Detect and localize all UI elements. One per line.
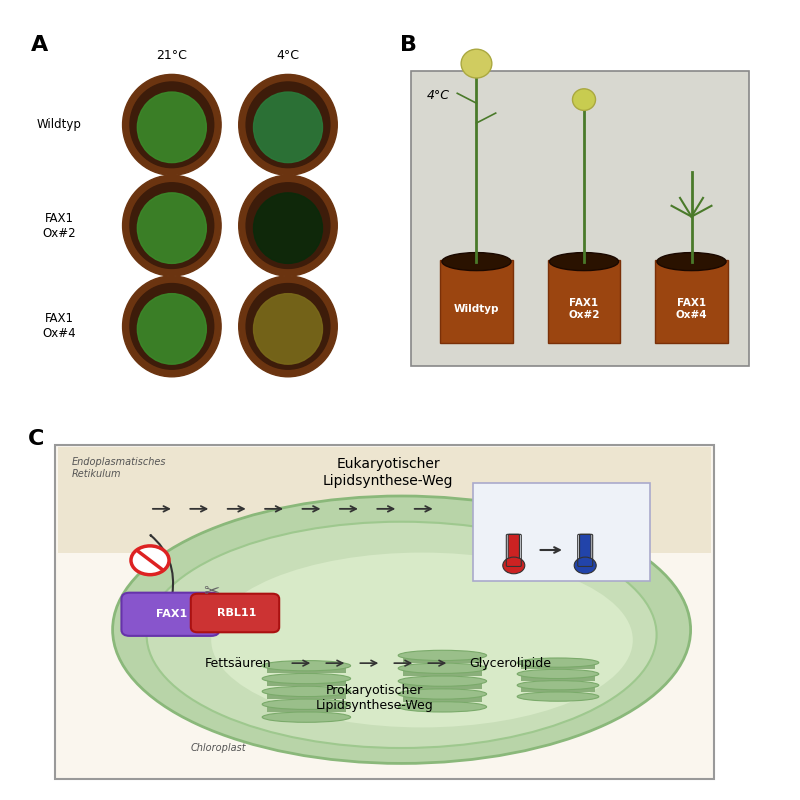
- Circle shape: [138, 193, 206, 263]
- Circle shape: [254, 92, 322, 162]
- FancyBboxPatch shape: [508, 534, 519, 566]
- FancyBboxPatch shape: [54, 445, 714, 779]
- Ellipse shape: [211, 553, 633, 727]
- Ellipse shape: [398, 650, 486, 661]
- Text: Wildtyp: Wildtyp: [454, 304, 499, 314]
- Text: Chloroplast: Chloroplast: [190, 743, 246, 753]
- Ellipse shape: [146, 522, 657, 748]
- FancyBboxPatch shape: [122, 593, 219, 636]
- Bar: [266, 666, 346, 674]
- Text: C: C: [28, 429, 44, 449]
- Text: FAX1
Ox#4: FAX1 Ox#4: [42, 312, 76, 341]
- FancyBboxPatch shape: [58, 447, 711, 553]
- Circle shape: [130, 182, 214, 269]
- Bar: [402, 655, 482, 663]
- Text: ✂: ✂: [203, 582, 219, 601]
- Bar: [402, 681, 482, 689]
- Text: FAX1
Ox#4: FAX1 Ox#4: [676, 298, 707, 320]
- FancyBboxPatch shape: [473, 483, 650, 581]
- Ellipse shape: [262, 661, 350, 671]
- Circle shape: [502, 557, 525, 574]
- Text: A: A: [31, 34, 48, 54]
- Text: B: B: [400, 34, 417, 54]
- Text: Glycerolipide: Glycerolipide: [478, 502, 570, 516]
- Circle shape: [122, 276, 221, 377]
- Ellipse shape: [398, 689, 486, 699]
- Ellipse shape: [398, 663, 486, 674]
- Circle shape: [238, 276, 338, 377]
- Circle shape: [130, 283, 214, 370]
- Ellipse shape: [517, 658, 598, 667]
- Bar: [522, 686, 594, 692]
- Ellipse shape: [398, 676, 486, 686]
- Ellipse shape: [113, 496, 690, 763]
- FancyBboxPatch shape: [411, 70, 749, 366]
- Circle shape: [138, 92, 206, 162]
- Text: Eukaryotischer
Lipidsynthese-Weg: Eukaryotischer Lipidsynthese-Weg: [322, 458, 454, 488]
- Circle shape: [138, 294, 206, 364]
- FancyBboxPatch shape: [411, 70, 749, 366]
- Text: FAX1
Ox#2: FAX1 Ox#2: [568, 298, 600, 320]
- Text: RBL11: RBL11: [217, 608, 256, 618]
- Ellipse shape: [262, 712, 350, 722]
- FancyBboxPatch shape: [547, 260, 621, 342]
- Text: FAX1
Ox#2: FAX1 Ox#2: [42, 212, 76, 240]
- Ellipse shape: [517, 670, 598, 678]
- Circle shape: [122, 74, 221, 175]
- Text: 4°C: 4°C: [277, 50, 299, 62]
- Text: Prokaryotischer
Lipidsynthese-Weg: Prokaryotischer Lipidsynthese-Weg: [315, 684, 434, 712]
- Ellipse shape: [517, 681, 598, 690]
- Text: Glycerolipide: Glycerolipide: [470, 657, 551, 670]
- Ellipse shape: [262, 699, 350, 710]
- Ellipse shape: [657, 253, 726, 270]
- Circle shape: [122, 175, 221, 276]
- Bar: [522, 662, 594, 670]
- Circle shape: [130, 82, 214, 168]
- Bar: [266, 678, 346, 686]
- Circle shape: [246, 283, 330, 370]
- Circle shape: [238, 175, 338, 276]
- Ellipse shape: [398, 702, 486, 712]
- FancyBboxPatch shape: [579, 534, 591, 566]
- Circle shape: [246, 182, 330, 269]
- Ellipse shape: [262, 686, 350, 697]
- FancyBboxPatch shape: [655, 260, 728, 342]
- Ellipse shape: [262, 674, 350, 684]
- Ellipse shape: [517, 692, 598, 701]
- Circle shape: [461, 50, 492, 78]
- Bar: [266, 691, 346, 699]
- Circle shape: [254, 294, 322, 364]
- Ellipse shape: [550, 253, 618, 270]
- Circle shape: [574, 557, 596, 574]
- Bar: [522, 674, 594, 681]
- Bar: [266, 704, 346, 712]
- Circle shape: [254, 193, 322, 263]
- Circle shape: [131, 546, 169, 574]
- Text: FAX1: FAX1: [156, 610, 187, 619]
- Circle shape: [238, 74, 338, 175]
- Text: 21°C: 21°C: [157, 50, 187, 62]
- FancyBboxPatch shape: [440, 260, 513, 342]
- FancyBboxPatch shape: [190, 594, 279, 632]
- Text: 4°C: 4°C: [426, 89, 450, 102]
- Ellipse shape: [442, 253, 511, 270]
- Bar: [402, 668, 482, 676]
- Circle shape: [246, 82, 330, 168]
- Bar: [402, 694, 482, 702]
- Text: Endoplasmatisches
Retikulum: Endoplasmatisches Retikulum: [72, 458, 166, 479]
- Circle shape: [573, 89, 595, 110]
- FancyArrowPatch shape: [150, 535, 173, 595]
- Text: Fettsäuren: Fettsäuren: [205, 657, 272, 670]
- Text: Wildtyp: Wildtyp: [37, 118, 82, 131]
